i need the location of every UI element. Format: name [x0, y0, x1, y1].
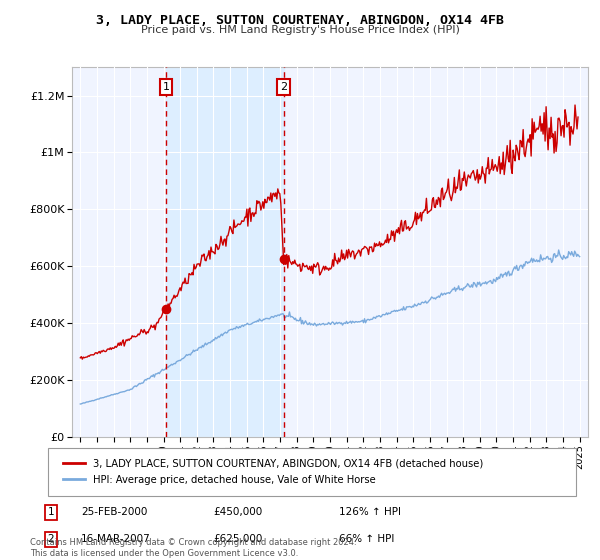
- Text: £625,000: £625,000: [213, 534, 262, 544]
- Text: 3, LADY PLACE, SUTTON COURTENAY, ABINGDON, OX14 4FB: 3, LADY PLACE, SUTTON COURTENAY, ABINGDO…: [96, 14, 504, 27]
- Text: 126% ↑ HPI: 126% ↑ HPI: [339, 507, 401, 517]
- Text: 2: 2: [280, 82, 287, 92]
- Bar: [166, 67, 284, 437]
- Text: 66% ↑ HPI: 66% ↑ HPI: [339, 534, 394, 544]
- Text: 25-FEB-2000: 25-FEB-2000: [81, 507, 148, 517]
- Text: 1: 1: [163, 82, 170, 92]
- FancyBboxPatch shape: [48, 448, 576, 496]
- Text: Contains HM Land Registry data © Crown copyright and database right 2024.
This d: Contains HM Land Registry data © Crown c…: [30, 538, 356, 558]
- Legend: 3, LADY PLACE, SUTTON COURTENAY, ABINGDON, OX14 4FB (detached house), HPI: Avera: 3, LADY PLACE, SUTTON COURTENAY, ABINGDO…: [58, 454, 488, 490]
- Text: 16-MAR-2007: 16-MAR-2007: [81, 534, 151, 544]
- Text: 1: 1: [47, 507, 55, 517]
- Text: 2: 2: [47, 534, 55, 544]
- Text: £450,000: £450,000: [213, 507, 262, 517]
- Text: Price paid vs. HM Land Registry's House Price Index (HPI): Price paid vs. HM Land Registry's House …: [140, 25, 460, 35]
